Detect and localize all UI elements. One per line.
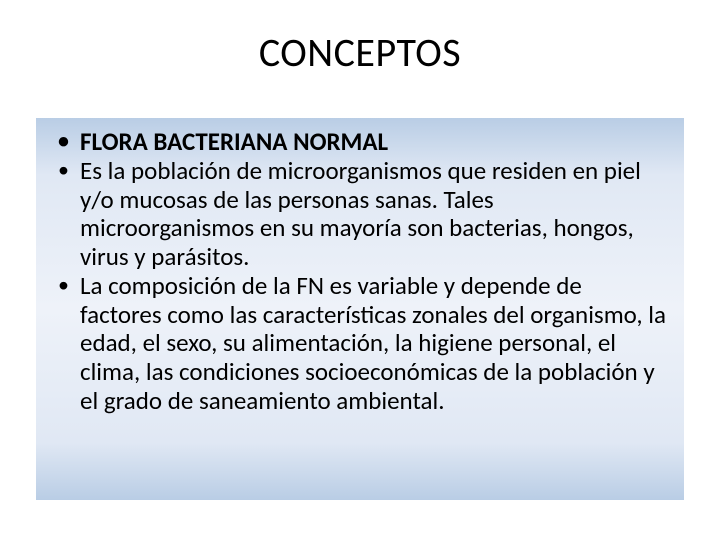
slide-title: CONCEPTOS	[0, 28, 720, 77]
bullet-item: La composición de la FN es variable y de…	[54, 272, 666, 416]
bullet-item: Es la población de microorganismos que r…	[54, 157, 666, 272]
content-box: FLORA BACTERIANA NORMAL Es la población …	[36, 118, 684, 500]
slide: CONCEPTOS FLORA BACTERIANA NORMAL Es la …	[0, 0, 720, 540]
bullet-list: FLORA BACTERIANA NORMAL Es la población …	[54, 128, 666, 416]
bullet-item: FLORA BACTERIANA NORMAL	[54, 128, 666, 157]
